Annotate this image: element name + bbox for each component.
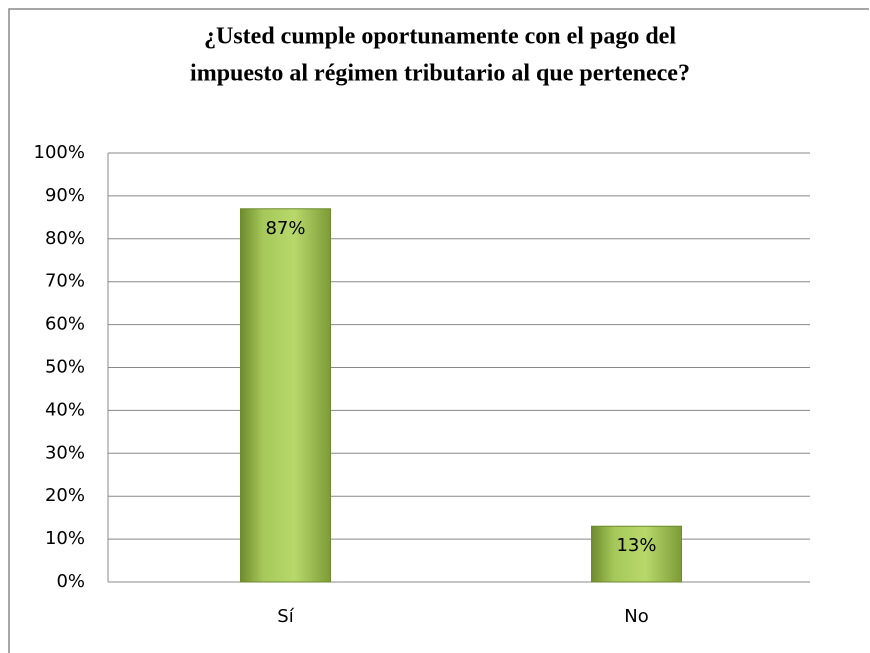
- bar: [240, 208, 331, 583]
- y-tick-label: 80%: [45, 228, 85, 249]
- frame: [8, 8, 869, 653]
- y-tick-label: 60%: [45, 314, 85, 335]
- y-tick-label: 20%: [45, 485, 85, 506]
- value-label: 13%: [616, 535, 656, 556]
- y-tick-label: 70%: [45, 271, 85, 292]
- x-tick-label: No: [624, 606, 648, 627]
- x-tick-label: Sí: [277, 606, 294, 627]
- bar: [591, 525, 682, 583]
- value-label: 87%: [265, 218, 305, 239]
- y-tick-label: 40%: [45, 399, 85, 420]
- y-tick-label: 30%: [45, 442, 85, 463]
- chart-title: impuesto al régimen tributario al que pe…: [190, 61, 690, 87]
- y-tick-label: 90%: [45, 185, 85, 206]
- y-tick-label: 100%: [34, 142, 85, 163]
- y-tick-label: 10%: [45, 528, 85, 549]
- chart-title: ¿Usted cumple oportunamente con el pago …: [204, 24, 676, 50]
- y-tick-label: 50%: [45, 357, 85, 378]
- y-tick-label: 0%: [56, 571, 85, 592]
